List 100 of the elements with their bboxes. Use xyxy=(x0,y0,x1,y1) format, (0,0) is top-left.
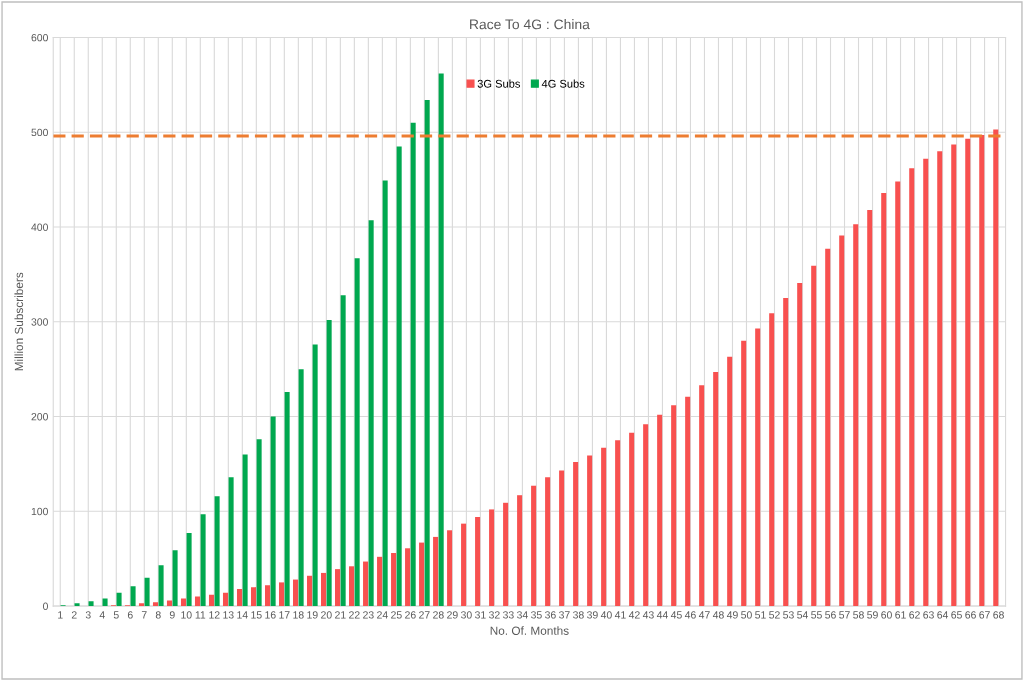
bar xyxy=(396,146,402,607)
bar xyxy=(354,258,360,607)
x-tick-label: 53 xyxy=(783,611,794,619)
y-tick-label: 100 xyxy=(31,507,48,516)
bar xyxy=(236,589,243,607)
x-tick-label: 41 xyxy=(614,611,626,619)
x-tick-label: 6 xyxy=(127,611,133,619)
bar xyxy=(438,73,444,607)
bar xyxy=(180,598,187,607)
bar xyxy=(811,265,817,607)
x-tick-label: 63 xyxy=(923,611,934,619)
x-tick-label: 58 xyxy=(853,611,864,619)
bar xyxy=(102,598,108,607)
x-tick-label: 44 xyxy=(656,611,668,619)
bar xyxy=(228,477,234,607)
chart-title: Race To 4G : China xyxy=(470,19,590,30)
bar xyxy=(699,385,705,607)
y-tick-label: 0 xyxy=(43,602,48,610)
bar xyxy=(138,603,144,607)
bar xyxy=(410,122,416,607)
x-tick-label: 2 xyxy=(71,611,77,619)
bar xyxy=(144,577,150,607)
bar xyxy=(293,579,299,607)
bar xyxy=(222,592,229,607)
x-tick-label: 49 xyxy=(726,611,738,619)
x-tick-label: 35 xyxy=(531,611,542,619)
x-tick-label: 42 xyxy=(628,611,640,619)
bar xyxy=(200,514,206,607)
bar xyxy=(993,129,999,607)
bar xyxy=(629,432,635,607)
bar xyxy=(433,536,439,607)
bar xyxy=(340,295,346,607)
x-tick-label: 67 xyxy=(979,611,990,619)
x-tick-label: 51 xyxy=(755,611,766,619)
x-tick-label: 26 xyxy=(405,611,416,619)
bar xyxy=(130,586,136,607)
bar xyxy=(573,462,579,607)
x-tick-label: 68 xyxy=(993,611,1004,619)
x-tick-label: 36 xyxy=(545,611,556,619)
y-axis-title: Million Subscribers xyxy=(14,272,24,371)
x-tick-label: 5 xyxy=(113,611,119,619)
y-tick-label: 500 xyxy=(31,128,48,137)
x-tick-label: 16 xyxy=(265,611,276,619)
bar xyxy=(256,439,262,607)
x-tick-label: 64 xyxy=(937,611,949,619)
x-tick-label: 62 xyxy=(909,611,920,619)
x-tick-label: 31 xyxy=(475,611,486,619)
x-tick-label: 20 xyxy=(321,611,332,619)
x-tick-label: 39 xyxy=(587,611,598,619)
bar xyxy=(713,372,719,607)
x-tick-label: 61 xyxy=(895,611,906,619)
y-tick-label: 400 xyxy=(31,223,48,231)
x-tick-label: 45 xyxy=(670,611,682,619)
bar xyxy=(489,509,495,607)
bar xyxy=(166,600,173,607)
bar xyxy=(755,328,761,607)
bar xyxy=(657,414,663,607)
bar xyxy=(349,566,355,607)
bar xyxy=(265,585,271,607)
bar xyxy=(951,144,957,607)
bar xyxy=(559,470,565,607)
bar xyxy=(531,485,537,607)
bar xyxy=(363,561,369,607)
legend-label: 4G Subs xyxy=(541,79,585,88)
bar xyxy=(979,135,985,607)
bar xyxy=(172,550,178,607)
bar xyxy=(671,405,677,607)
bar xyxy=(895,181,901,607)
bar xyxy=(853,224,859,607)
x-tick-label: 47 xyxy=(698,611,710,619)
x-tick-label: 11 xyxy=(195,611,206,619)
x-tick-label: 23 xyxy=(363,611,374,619)
bar xyxy=(545,477,551,607)
x-tick-label: 19 xyxy=(307,611,318,619)
bar xyxy=(116,592,122,607)
bar xyxy=(923,158,929,607)
bar xyxy=(825,248,831,607)
x-tick-label: 21 xyxy=(335,611,346,619)
bar xyxy=(615,440,621,607)
x-tick-label: 57 xyxy=(839,611,850,619)
bar xyxy=(391,553,397,607)
x-tick-label: 15 xyxy=(251,611,262,619)
bar xyxy=(937,151,943,607)
x-tick-label: 10 xyxy=(181,611,192,619)
bar xyxy=(326,319,332,607)
x-tick-label: 4 xyxy=(99,611,105,619)
bar xyxy=(475,517,481,607)
bar xyxy=(335,569,341,607)
x-tick-label: 12 xyxy=(209,611,220,619)
x-tick-label: 43 xyxy=(642,611,654,619)
bar xyxy=(382,180,388,607)
x-tick-label: 25 xyxy=(391,611,402,619)
x-tick-label: 9 xyxy=(169,611,175,619)
x-axis-title: No. Of. Months xyxy=(490,626,569,635)
x-tick-label: 7 xyxy=(141,611,147,619)
bar xyxy=(797,282,803,607)
x-tick-label: 34 xyxy=(517,611,528,619)
bar xyxy=(74,603,80,607)
bar xyxy=(158,565,164,607)
x-tick-label: 8 xyxy=(155,611,161,619)
